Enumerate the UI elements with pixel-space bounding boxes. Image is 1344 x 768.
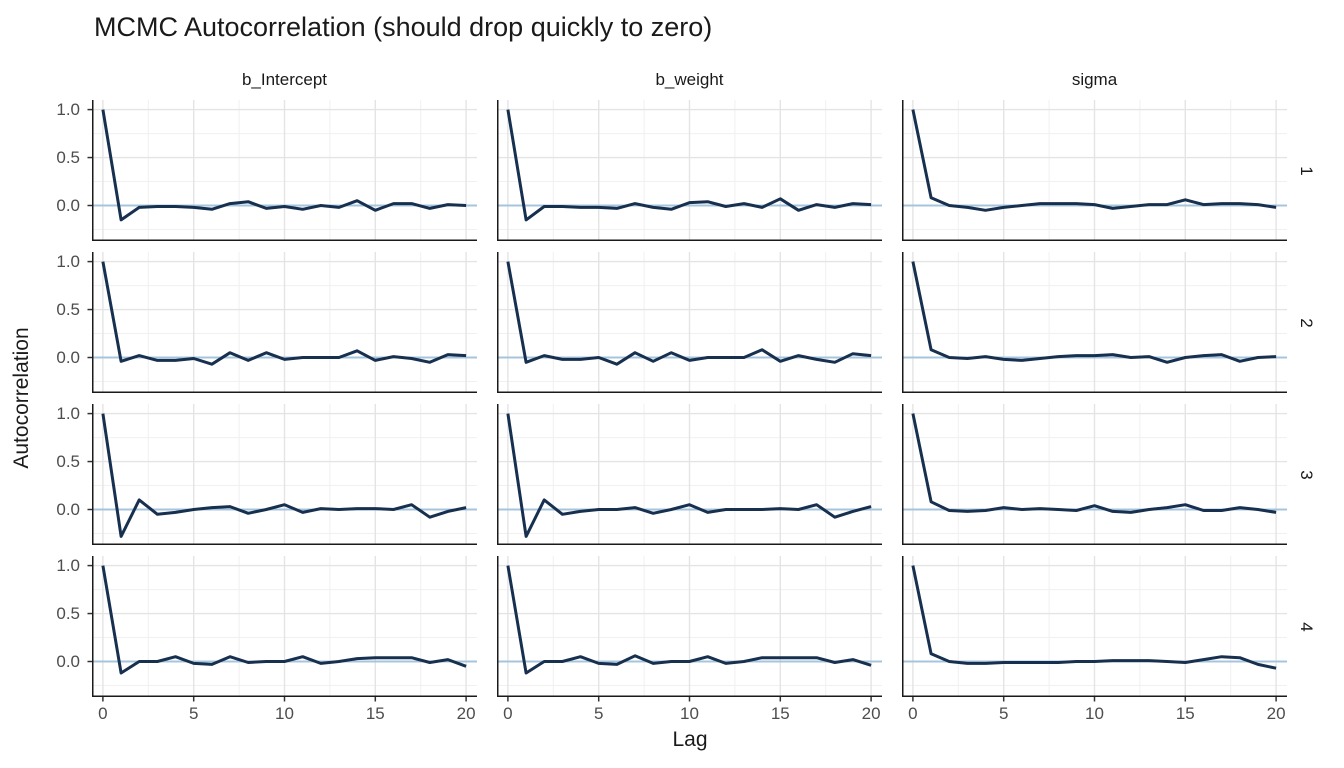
acf-panel-chain2-sigma: [902, 252, 1287, 393]
facet-column-label: b_weight: [655, 70, 724, 89]
acf-panel-chain1-b_Intercept: [87, 100, 477, 241]
facet-row-label: 1: [1297, 165, 1316, 176]
x-tick-label: 5: [188, 704, 199, 723]
y-tick-label: 0.0: [56, 195, 80, 215]
x-tick-label: 20: [456, 704, 476, 723]
acf-panel-chain3-sigma: [902, 404, 1287, 545]
acf-line: [911, 261, 1277, 364]
acf-panel-chain4-b_weight: [497, 556, 882, 702]
acf-panel-chain2-b_weight: [497, 252, 882, 393]
y-tick-label: 0.5: [56, 451, 80, 471]
x-tick-label: 15: [1175, 704, 1195, 723]
x-tick-label: 20: [1266, 704, 1286, 723]
acf-line: [506, 565, 872, 675]
acf-panel-chain4-sigma: [902, 556, 1287, 702]
y-tick-label: 0.5: [56, 299, 80, 319]
acf-panel-chain1-sigma: [902, 100, 1287, 241]
x-tick-label: 15: [770, 704, 790, 723]
acf-panel-chain3-b_weight: [497, 404, 882, 545]
facet-row-label: 4: [1297, 621, 1316, 632]
x-tick-label: 15: [365, 704, 385, 723]
acf-line: [101, 413, 467, 538]
y-tick-label: 1.0: [56, 555, 80, 575]
y-tick-label: 1.0: [56, 251, 80, 271]
acf-line: [101, 261, 467, 366]
x-tick-label: 0: [98, 704, 108, 723]
x-axis-title: Lag: [672, 728, 708, 751]
y-tick-label: 0.5: [56, 147, 80, 167]
facet-row-label: 2: [1297, 317, 1316, 328]
acf-panel-chain1-b_weight: [497, 100, 882, 241]
y-tick-label: 0.0: [56, 347, 80, 367]
acf-line: [911, 413, 1277, 514]
y-tick-label: 0.0: [56, 499, 80, 519]
x-tick-label: 10: [1085, 704, 1104, 723]
acf-panel-chain3-b_Intercept: [87, 404, 477, 545]
acf-panel-chain4-b_Intercept: [87, 556, 477, 702]
x-tick-label: 5: [998, 704, 1009, 723]
plot-title: MCMC Autocorrelation (should drop quickl…: [94, 12, 713, 42]
x-tick-label: 0: [503, 704, 513, 723]
acf-line: [506, 109, 872, 222]
x-tick-label: 20: [861, 704, 881, 723]
acf-line: [506, 413, 872, 538]
acf-line: [101, 109, 467, 222]
y-tick-label: 1.0: [56, 403, 80, 423]
acf-line: [911, 565, 1277, 670]
facet-row-label: 3: [1297, 469, 1316, 480]
x-tick-label: 10: [275, 704, 294, 723]
x-tick-label: 0: [908, 704, 918, 723]
acf-line: [101, 565, 467, 675]
acf-panel-chain2-b_Intercept: [87, 252, 477, 393]
y-tick-label: 1.0: [56, 99, 80, 119]
acf-line: [911, 109, 1277, 212]
y-tick-label: 0.5: [56, 603, 80, 623]
acf-line: [506, 261, 872, 366]
facet-column-label: b_Intercept: [241, 70, 328, 89]
facet-column-label: sigma: [1071, 70, 1118, 89]
x-tick-label: 10: [680, 704, 699, 723]
y-tick-label: 0.0: [56, 651, 80, 671]
x-tick-label: 5: [593, 704, 604, 723]
